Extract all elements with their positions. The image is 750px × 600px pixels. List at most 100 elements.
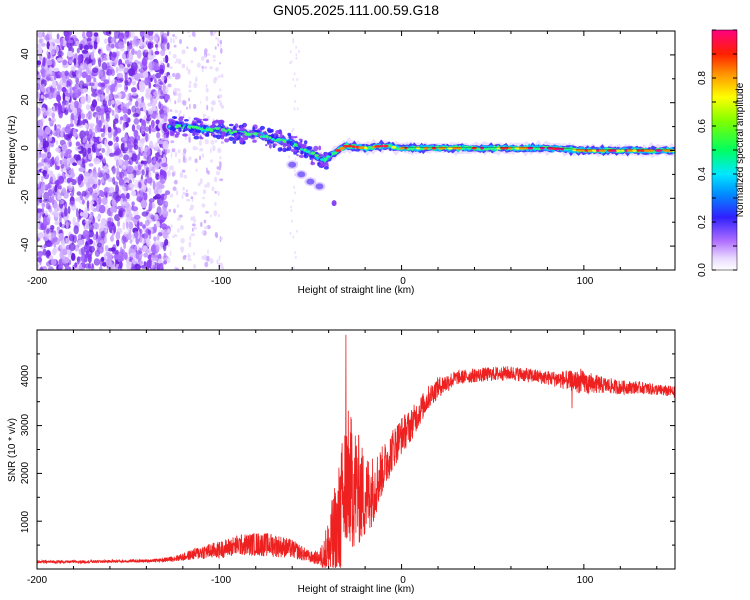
signal-speckle xyxy=(323,166,329,170)
noise-speckle xyxy=(82,230,90,238)
signal-speckle xyxy=(252,126,255,131)
noise-speckle xyxy=(42,216,47,226)
noise-speckle xyxy=(114,129,117,137)
noise-speckle xyxy=(44,236,49,242)
signal-speckle xyxy=(228,123,234,127)
noise-speckle xyxy=(89,187,93,193)
noise-speckle xyxy=(195,79,198,82)
signal-speckle xyxy=(233,137,238,140)
signal-speckle xyxy=(323,162,327,167)
noise-speckle xyxy=(103,124,106,134)
noise-speckle xyxy=(202,113,205,119)
noise-speckle xyxy=(295,256,297,259)
noise-speckle xyxy=(212,33,215,37)
snr-xtick-label: -100 xyxy=(211,575,231,586)
noise-speckle xyxy=(148,171,152,178)
signal-speckle xyxy=(253,129,258,133)
noise-speckle xyxy=(110,87,113,95)
noise-speckle xyxy=(289,50,292,54)
noise-speckle xyxy=(69,142,72,147)
signal-speckle xyxy=(172,129,176,132)
noise-speckle xyxy=(49,176,54,185)
noise-speckle xyxy=(164,94,170,101)
noise-speckle xyxy=(186,198,191,202)
noise-speckle xyxy=(116,72,121,80)
noise-speckle xyxy=(210,31,213,36)
noise-speckle xyxy=(156,220,160,228)
noise-speckle xyxy=(48,38,56,45)
noise-speckle xyxy=(288,155,290,159)
noise-speckle xyxy=(86,181,91,191)
noise-speckle xyxy=(141,169,145,176)
noise-speckle xyxy=(38,251,43,256)
noise-speckle xyxy=(82,210,89,219)
noise-speckle xyxy=(181,194,184,200)
signal-speckle xyxy=(281,149,285,152)
noise-speckle xyxy=(87,254,91,259)
noise-speckle xyxy=(201,153,205,158)
noise-speckle xyxy=(92,180,99,185)
noise-speckle xyxy=(122,122,126,130)
signal-core xyxy=(454,146,462,150)
noise-speckle xyxy=(220,44,222,48)
signal-core xyxy=(616,149,621,152)
signal-core xyxy=(383,144,389,148)
noise-speckle xyxy=(186,46,189,49)
noise-speckle xyxy=(37,169,40,176)
noise-speckle xyxy=(63,178,68,183)
noise-speckle xyxy=(77,176,82,186)
noise-speckle xyxy=(103,79,110,85)
noise-speckle xyxy=(129,40,133,46)
noise-speckle xyxy=(152,264,156,270)
noise-speckle xyxy=(115,184,119,194)
noise-speckle xyxy=(37,222,40,230)
noise-speckle xyxy=(59,211,64,219)
noise-speckle xyxy=(193,218,197,223)
noise-speckle xyxy=(104,186,109,196)
noise-speckle xyxy=(101,196,108,206)
noise-speckle xyxy=(100,256,105,262)
noise-speckle xyxy=(68,182,73,192)
noise-speckle xyxy=(111,37,115,43)
noise-speckle xyxy=(153,156,157,163)
signal-speckle xyxy=(262,131,266,135)
noise-speckle xyxy=(171,148,176,153)
spec-ytick-label: -40 xyxy=(20,237,31,252)
spec-xtick-label: 0 xyxy=(400,276,406,287)
noise-speckle xyxy=(183,174,188,179)
noise-speckle xyxy=(154,142,159,150)
noise-speckle xyxy=(292,199,294,203)
noise-speckle xyxy=(202,196,206,200)
noise-speckle xyxy=(174,179,178,185)
noise-speckle xyxy=(70,100,75,111)
noise-speckle xyxy=(134,50,138,55)
signal-speckle xyxy=(191,121,194,124)
noise-speckle xyxy=(65,154,71,159)
noise-speckle xyxy=(188,156,192,161)
noise-speckle xyxy=(116,166,119,175)
noise-speckle xyxy=(110,54,116,62)
signal-core xyxy=(447,146,453,150)
signal-core xyxy=(620,149,625,152)
colorbar: 0.0 0.2 0.4 0.6 0.8 Normalized spectral … xyxy=(697,29,746,277)
noise-speckle xyxy=(161,42,168,52)
noise-speckle xyxy=(123,38,127,45)
noise-speckle xyxy=(131,201,135,207)
noise-speckle xyxy=(182,186,185,191)
noise-speckle xyxy=(60,128,64,139)
noise-speckle xyxy=(126,52,134,62)
noise-speckle xyxy=(294,191,297,195)
noise-speckle xyxy=(148,258,152,268)
noise-speckle xyxy=(214,139,218,143)
noise-speckle xyxy=(295,53,298,57)
noise-speckle xyxy=(158,68,165,74)
noise-speckle xyxy=(69,177,73,183)
noise-speckle xyxy=(159,151,163,156)
signal-core xyxy=(300,148,304,151)
noise-speckle xyxy=(125,221,129,229)
noise-speckle xyxy=(201,203,206,208)
noise-speckle xyxy=(172,186,177,191)
signal-core xyxy=(391,145,397,149)
noise-speckle xyxy=(177,97,182,104)
noise-speckle xyxy=(72,162,78,167)
